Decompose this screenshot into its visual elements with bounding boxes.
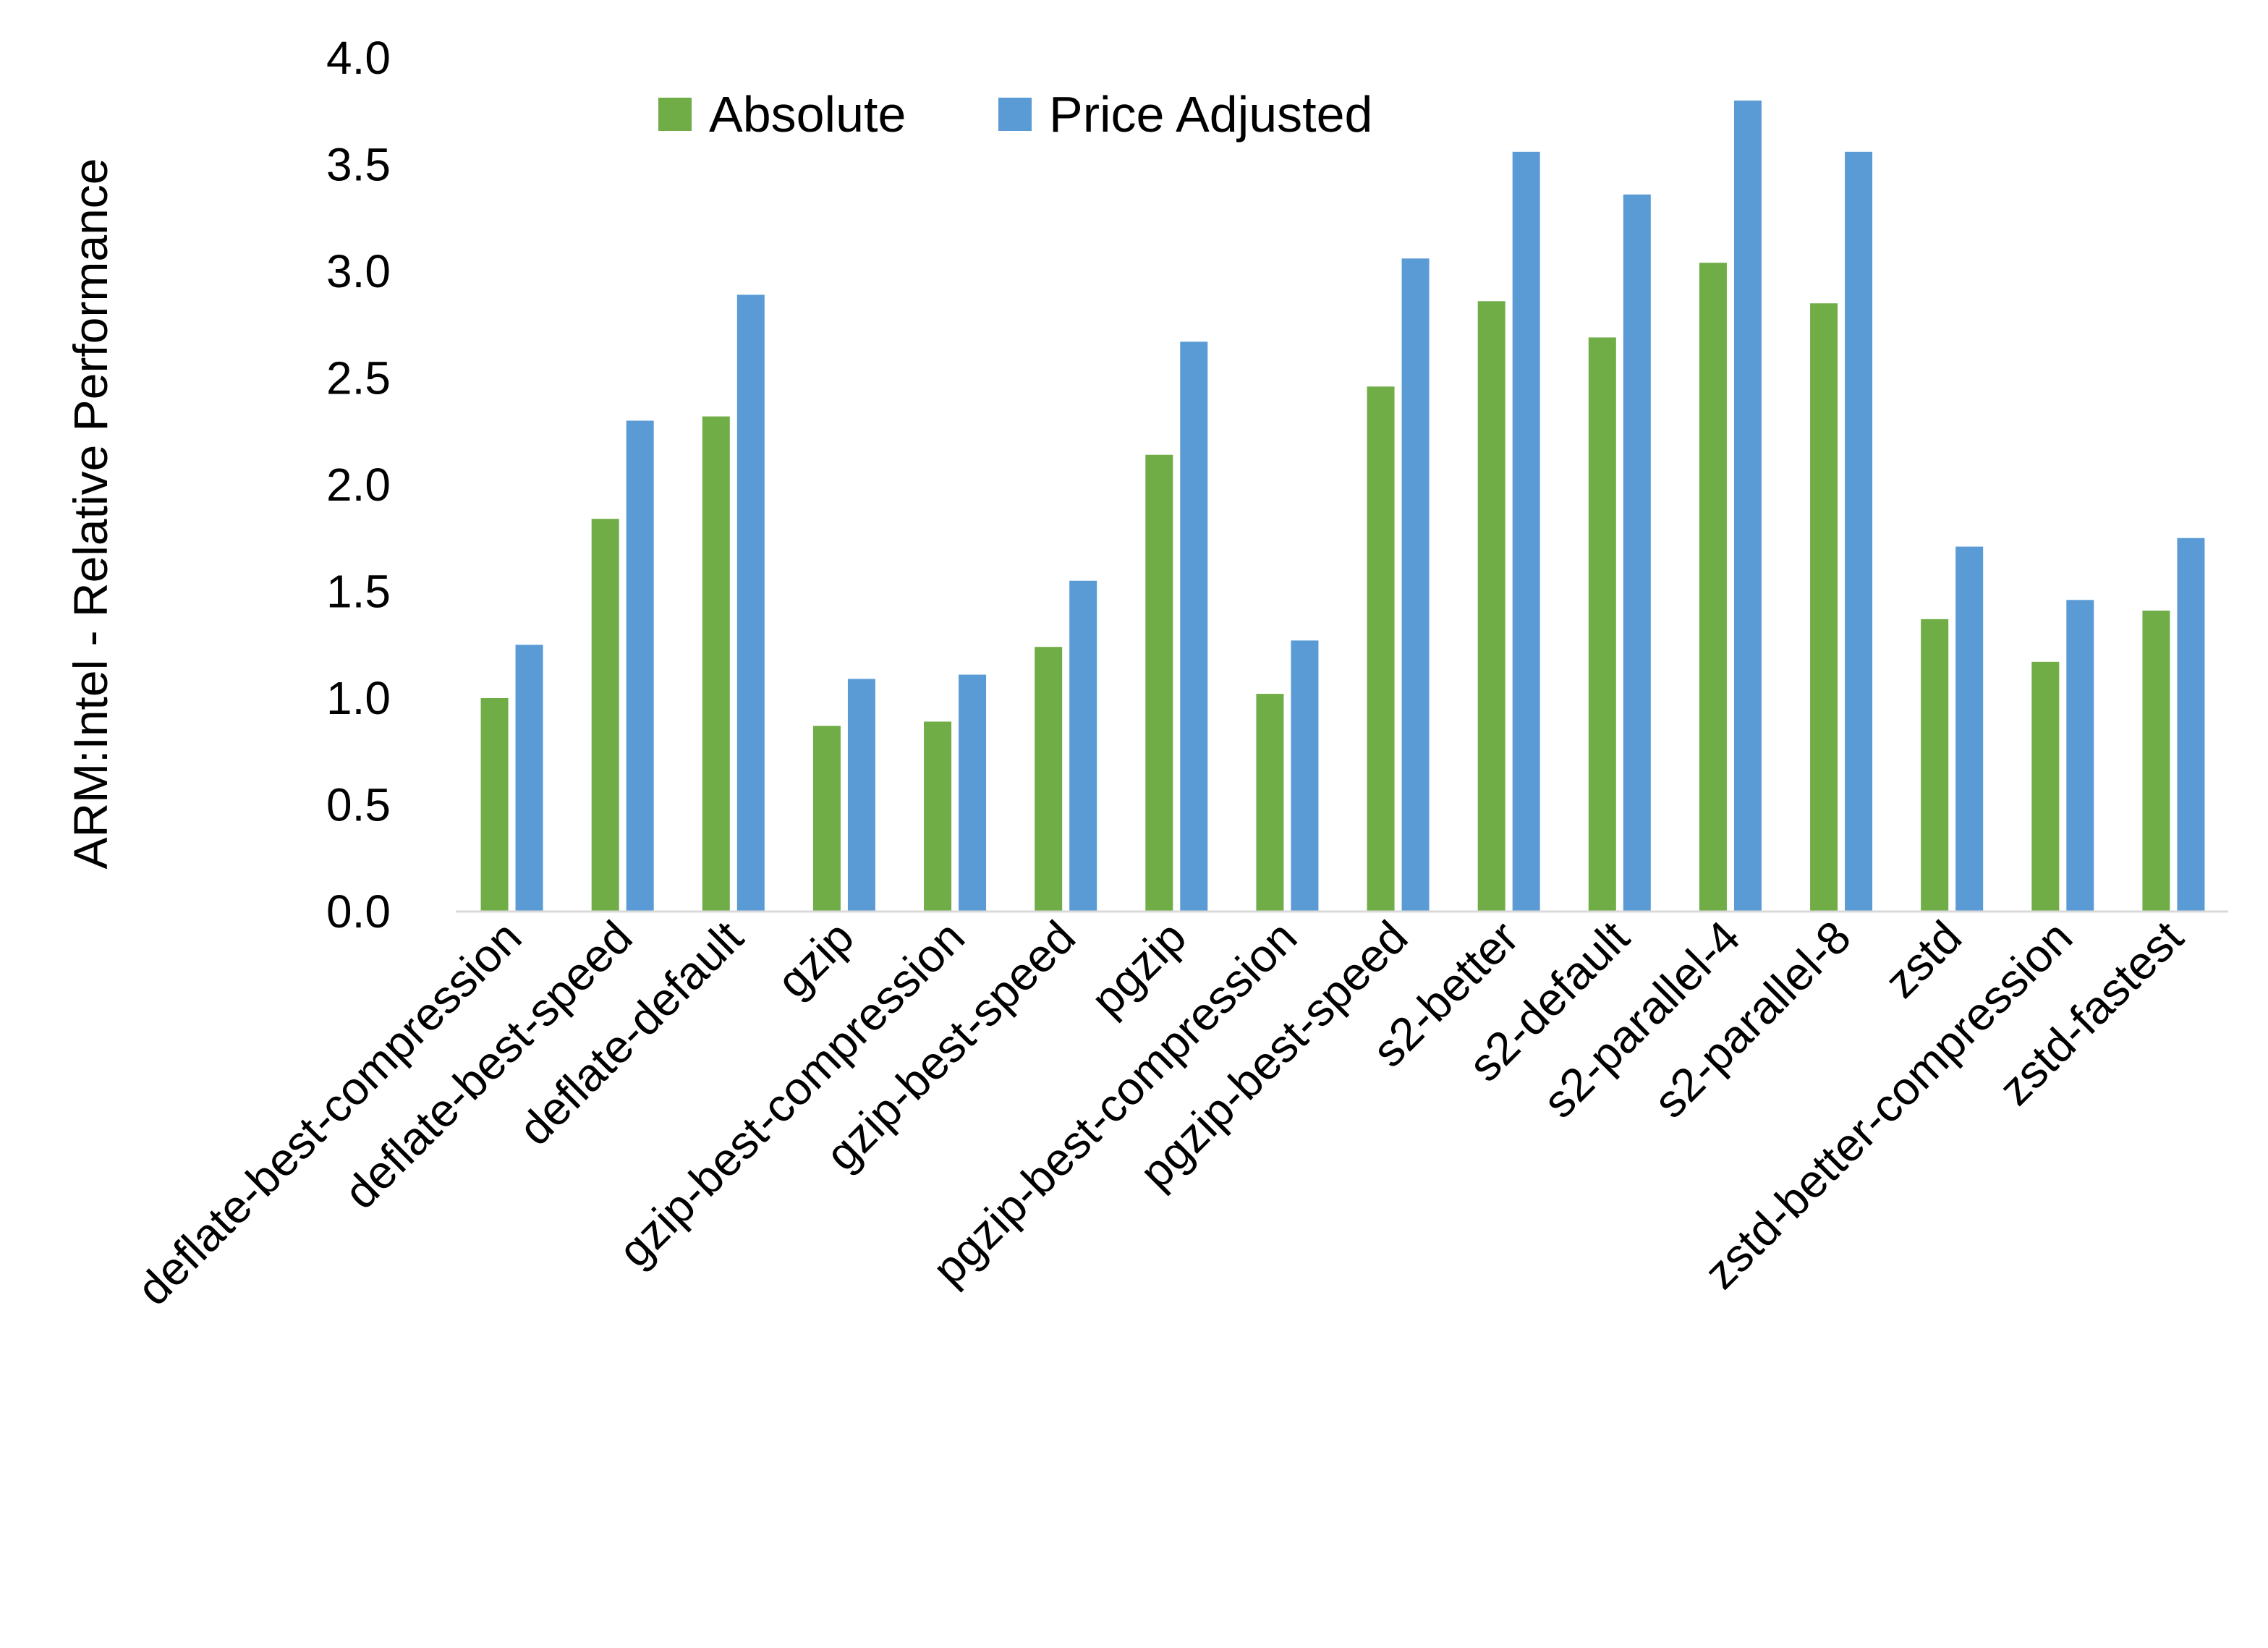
y-tick-label: 1.0 (326, 672, 391, 724)
y-tick-label: 3.5 (326, 139, 391, 191)
bar-absolute (924, 721, 952, 912)
y-tick-label: 2.5 (326, 352, 391, 404)
legend-swatch (998, 98, 1032, 131)
y-tick-label: 2.0 (326, 459, 391, 511)
bar-price-adjusted (2066, 600, 2094, 912)
y-tick-label: 0.5 (326, 779, 391, 831)
bar-absolute (2142, 611, 2170, 912)
bar-absolute (1145, 454, 1173, 912)
bar-absolute (480, 698, 509, 912)
bar-price-adjusted (1401, 258, 1430, 912)
bar-absolute (1921, 619, 1949, 912)
bar-absolute (1588, 337, 1616, 912)
x-tick-label: zstd (1874, 911, 1971, 1008)
y-tick-label: 3.0 (326, 245, 391, 297)
y-tick-label: 0.0 (326, 885, 391, 938)
bar-absolute (2031, 661, 2060, 912)
bar-price-adjusted (1845, 151, 1873, 912)
y-tick-label: 1.5 (326, 566, 391, 618)
bar-absolute (591, 519, 619, 912)
bar-absolute (812, 726, 841, 912)
bar-price-adjusted (736, 294, 765, 912)
legend-label: Absolute (709, 86, 906, 143)
legend-label: Price Adjusted (1049, 86, 1372, 143)
legend: Absolute Price Adjusted (658, 86, 1372, 143)
bar-price-adjusted (1623, 194, 1651, 912)
bar-price-adjusted (1291, 640, 1319, 912)
bar-price-adjusted (847, 679, 875, 912)
bar-price-adjusted (1733, 101, 1762, 912)
bar-absolute (1810, 303, 1838, 912)
bar-price-adjusted (515, 645, 543, 912)
bar-price-adjusted (626, 420, 654, 912)
bar-absolute (1699, 263, 1727, 912)
bar-price-adjusted (1069, 580, 1097, 912)
bar-absolute (1035, 647, 1063, 912)
bar-price-adjusted (1512, 151, 1540, 912)
bar-absolute (702, 416, 730, 912)
y-tick-label: 4.0 (326, 32, 391, 84)
bar-price-adjusted (959, 674, 987, 912)
bar-price-adjusted (1180, 341, 1208, 912)
y-axis-label: ARM:Intel - Relative Performance (64, 158, 117, 869)
bar-price-adjusted (1955, 546, 1984, 912)
x-tick-label: gzip (767, 911, 864, 1008)
bar-price-adjusted (2177, 538, 2205, 912)
bar-absolute (1256, 694, 1284, 912)
bar-absolute (1367, 386, 1395, 912)
bar-absolute (1477, 301, 1505, 912)
legend-swatch (658, 98, 692, 131)
